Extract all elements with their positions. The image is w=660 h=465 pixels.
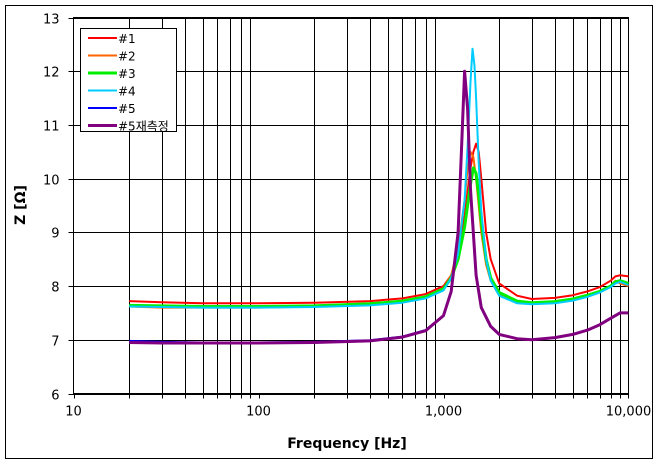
y-tick-label: 12 xyxy=(43,66,60,81)
y-tick-label: 7 xyxy=(51,335,59,350)
y-tick-label: 8 xyxy=(51,281,59,296)
series-line xyxy=(129,166,629,308)
legend-label: #5 xyxy=(118,102,136,116)
x-tick-label: 10,000 xyxy=(606,405,652,420)
x-axis-title: Frequency [Hz] xyxy=(287,436,406,452)
legend-label: #3 xyxy=(118,67,136,81)
grid-lines xyxy=(73,17,629,395)
y-tick-label: 6 xyxy=(51,389,59,404)
y-axis-title: Z [Ω] xyxy=(13,185,29,225)
legend-box xyxy=(80,28,177,132)
y-tick-label: 13 xyxy=(43,13,60,28)
x-tick-label: 100 xyxy=(246,405,271,420)
legend: #1 #2 #3 #4 #5 #5재측정 xyxy=(80,28,177,134)
plot-area-border xyxy=(73,17,629,394)
x-tick-label: 10 xyxy=(65,405,82,420)
series-line xyxy=(129,69,629,345)
y-tick-label: 11 xyxy=(43,120,60,135)
axis-ticks: 6 7 8 9 10 11 12 13 10 100 1,000 10,000 xyxy=(43,13,651,420)
legend-label: #1 xyxy=(118,32,136,46)
legend-label: #5재측정 xyxy=(118,120,169,134)
series-line xyxy=(129,47,629,309)
x-tick-label: 1,000 xyxy=(425,405,462,420)
y-tick-label: 10 xyxy=(43,174,60,189)
legend-label: #2 xyxy=(118,50,136,64)
series-lines xyxy=(129,47,629,345)
y-tick-label: 9 xyxy=(51,227,59,242)
legend-label: #4 xyxy=(118,85,136,99)
